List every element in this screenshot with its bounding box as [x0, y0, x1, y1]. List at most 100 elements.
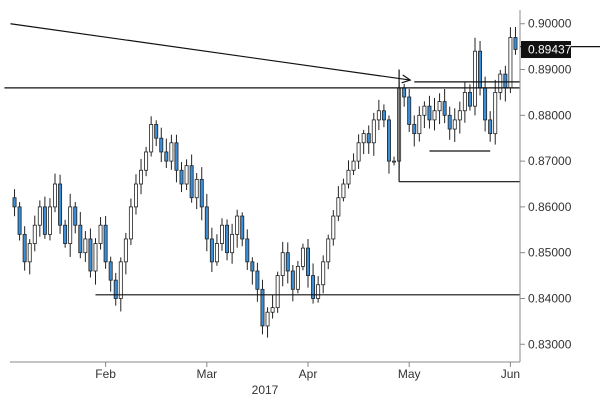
candle [214, 234, 219, 266]
candle-body [473, 50, 477, 107]
candle-body [174, 142, 179, 171]
candle-body [432, 110, 437, 121]
candle-body [27, 243, 32, 263]
y-tick-label: 0.87000 [528, 154, 572, 168]
candle [321, 255, 326, 294]
candle-body [336, 197, 341, 217]
candle-body [209, 238, 214, 263]
candle [98, 217, 103, 250]
candle [467, 84, 472, 111]
candle-body [513, 37, 518, 50]
candle [457, 101, 462, 134]
candle [483, 76, 488, 132]
candle-body [331, 215, 336, 240]
y-tick-label: 0.88000 [528, 108, 572, 122]
y-tick-labels: 0.90000 0.89000 0.88000 0.87000 0.86000 0.850… [520, 17, 572, 351]
candle [184, 159, 189, 191]
candle [381, 104, 386, 128]
candle [235, 209, 240, 248]
candle [68, 193, 73, 257]
candle-body [68, 206, 73, 244]
candle [513, 26, 518, 55]
candle-body [371, 119, 376, 144]
candle [154, 120, 159, 147]
candle [371, 112, 376, 156]
candle [422, 101, 427, 129]
candle [250, 257, 255, 285]
candle [260, 279, 265, 335]
candle-body [381, 110, 386, 121]
candle [488, 111, 493, 142]
x-tick-label: Mar [196, 367, 217, 381]
candle-body [58, 183, 63, 226]
candle-body [402, 87, 407, 98]
candle-body [113, 279, 118, 299]
candle-body [493, 92, 498, 135]
candle-body [457, 110, 462, 121]
candle-body [108, 261, 113, 281]
candle-body [427, 105, 432, 121]
candle [118, 257, 123, 312]
arrow-head [401, 74, 412, 84]
candle-body [225, 224, 230, 254]
candle [290, 265, 295, 302]
candle [174, 134, 179, 183]
last-price-label: 0.89437 [521, 41, 572, 59]
candle [336, 186, 341, 222]
candle-body [22, 233, 27, 263]
candle-body [88, 238, 93, 272]
candle [189, 154, 194, 203]
candle-body [417, 114, 422, 135]
candle-body [447, 114, 452, 130]
x-tick-label: May [398, 367, 421, 381]
candle [159, 127, 164, 163]
candle [452, 108, 457, 142]
candle-body [240, 215, 245, 240]
arrow-line [10, 23, 411, 81]
x-tick-label: Jun [501, 367, 520, 381]
candle [220, 218, 224, 251]
candle [134, 174, 138, 215]
candle-body [149, 124, 154, 153]
candle [123, 232, 128, 275]
candle [331, 210, 336, 246]
candle-body [139, 169, 143, 185]
candle [462, 82, 467, 123]
candle [199, 167, 204, 221]
candle-body [462, 92, 467, 112]
candle [498, 69, 503, 100]
candle [83, 231, 88, 262]
candle-body [452, 119, 457, 130]
candle-body [407, 96, 412, 125]
candle [427, 95, 432, 129]
candle-body [63, 224, 68, 244]
candle-body [392, 160, 396, 163]
candle [417, 106, 422, 142]
candle [437, 93, 442, 125]
x-tick-label: Apr [299, 367, 318, 381]
candle [204, 193, 209, 252]
candle-body [245, 238, 250, 263]
candles-layer [12, 26, 518, 338]
candle [128, 198, 133, 245]
candle [447, 106, 452, 140]
candle [270, 294, 275, 319]
candle-body [503, 73, 508, 89]
candle [42, 196, 47, 239]
candle [366, 125, 371, 154]
candle [194, 173, 199, 210]
candle-body [280, 252, 285, 276]
candle [361, 129, 366, 155]
candle [356, 134, 361, 169]
candle-body [123, 238, 128, 263]
candle-body [189, 165, 194, 199]
candle [225, 219, 230, 261]
candle-body [285, 252, 290, 272]
y-tick-label: 0.85000 [528, 246, 572, 260]
candle [230, 223, 235, 264]
candle-body [164, 151, 169, 162]
candle-body [306, 247, 310, 276]
candle [346, 160, 351, 189]
candle-body [295, 266, 300, 290]
